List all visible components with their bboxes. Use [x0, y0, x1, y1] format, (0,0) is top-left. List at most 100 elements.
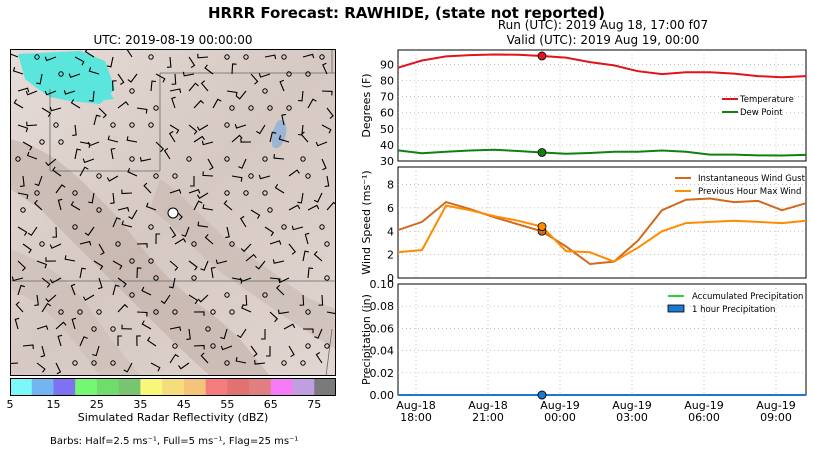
y-tick-label: 8	[387, 179, 394, 192]
calm-wind-marker	[267, 207, 273, 213]
wind-barb	[106, 175, 119, 182]
wind-barb	[188, 124, 198, 135]
wind-barb	[188, 189, 201, 194]
wind-barb	[278, 135, 290, 143]
wind-barb	[304, 232, 310, 245]
wind-barb	[136, 335, 141, 347]
wind-barb	[163, 147, 171, 160]
wind-barb	[318, 294, 324, 306]
wind-barb	[220, 345, 233, 351]
colorbar-segment	[31, 378, 54, 396]
calm-wind-marker	[91, 360, 97, 366]
wind-barb	[240, 138, 252, 143]
wind-barb	[288, 169, 300, 177]
wind-barb	[98, 243, 105, 256]
wind-barb	[106, 56, 114, 68]
calm-wind-marker	[262, 88, 268, 94]
calm-wind-marker	[129, 156, 135, 162]
wind-barb	[15, 301, 24, 313]
wind-barb	[82, 158, 95, 164]
x-tick-time: 00:00	[544, 411, 576, 424]
wind-barb	[315, 141, 328, 147]
y-tick-label: 0	[387, 272, 394, 285]
wind-barb	[68, 73, 81, 78]
wind-barb	[302, 328, 314, 334]
wind-barb	[321, 90, 333, 96]
x-tick-date: Aug-18	[468, 399, 507, 412]
y-tick-label: 4	[387, 225, 394, 238]
wind-barb	[36, 362, 46, 373]
calm-wind-marker	[224, 156, 230, 162]
wind-barb	[239, 277, 252, 283]
wind-barb	[226, 90, 238, 97]
x-tick-time: 06:00	[688, 411, 720, 424]
wind-barb	[223, 200, 233, 211]
wind-barb	[121, 324, 133, 330]
wind-barb	[22, 243, 32, 254]
y-tick-label: 90	[380, 58, 394, 71]
wind-barb	[70, 99, 81, 109]
wind-barb	[89, 90, 95, 102]
colorbar-segment	[53, 378, 76, 396]
calm-wind-marker	[20, 207, 26, 213]
calm-wind-marker	[224, 292, 230, 298]
calm-wind-marker	[305, 173, 311, 179]
calm-wind-marker	[15, 156, 21, 162]
wind-barb	[279, 79, 285, 92]
wind-barb	[307, 267, 314, 279]
wind-barb	[322, 62, 328, 75]
wind-barb	[300, 131, 309, 143]
calm-wind-marker	[153, 105, 159, 111]
wind-barb	[276, 284, 285, 296]
y-tick-label: 0.02	[370, 367, 395, 380]
calm-wind-marker	[129, 88, 135, 94]
calm-wind-marker	[324, 241, 330, 247]
calm-wind-marker	[224, 122, 230, 128]
calm-wind-marker	[262, 190, 268, 196]
wind-barb	[57, 198, 63, 211]
wind-barb	[17, 260, 26, 272]
wind-barb	[55, 184, 66, 194]
calm-wind-marker	[305, 71, 311, 77]
calm-wind-marker	[77, 309, 83, 315]
wind-barb	[74, 148, 82, 160]
wind-barb	[27, 226, 38, 237]
wind-barb	[196, 124, 209, 131]
wind-barb	[139, 156, 152, 162]
wind-barb	[202, 204, 214, 211]
wind-barb	[145, 202, 157, 211]
wind-barb	[178, 362, 190, 370]
wind-barb	[136, 107, 148, 114]
wind-barb	[45, 294, 57, 303]
wind-barb	[169, 226, 177, 238]
calm-wind-marker	[148, 224, 154, 230]
x-tick-time: 03:00	[616, 411, 648, 424]
wind-barb	[197, 53, 209, 59]
wind-barb	[200, 260, 209, 271]
wind-barb	[307, 204, 320, 211]
colorbar-tick-label: 35	[133, 398, 147, 411]
y-tick-label: 0.04	[370, 345, 395, 358]
y-tick-label: 2	[387, 249, 394, 262]
wind-barb	[188, 82, 199, 92]
calm-wind-marker	[129, 258, 135, 264]
wind-barb	[256, 124, 266, 135]
wind-barb	[181, 226, 190, 238]
wind-barb	[33, 199, 43, 211]
lake	[271, 119, 287, 149]
calm-wind-marker	[281, 360, 287, 366]
colorbar-segment	[205, 378, 228, 396]
wind-barb	[254, 360, 266, 365]
wind-barb	[321, 158, 327, 171]
colorbar-frame	[10, 378, 336, 396]
wind-barb	[25, 90, 38, 96]
legend-label: Accumulated Precipitation	[692, 292, 803, 302]
wind-barb-map	[10, 49, 336, 376]
x-tick-date: Aug-19	[684, 399, 723, 412]
legend-label: Instantaneous Wind Gust	[698, 174, 806, 184]
wind-barb	[110, 147, 116, 160]
wind-barb	[14, 317, 20, 330]
wind-barb	[13, 99, 24, 109]
calm-wind-marker	[229, 105, 235, 111]
wind-barb	[171, 96, 176, 109]
